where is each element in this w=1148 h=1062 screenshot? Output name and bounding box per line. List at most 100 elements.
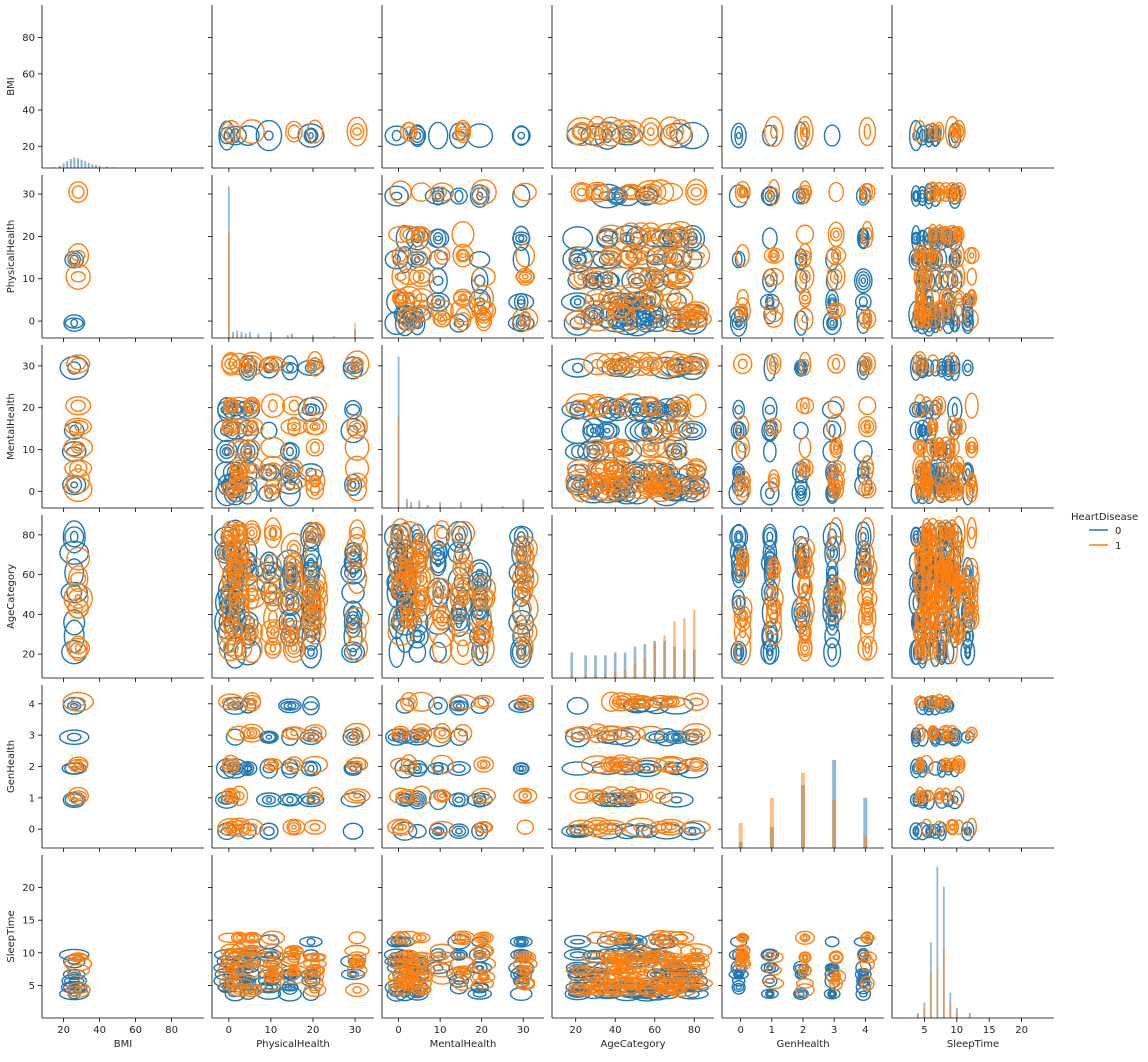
kde-contour-1 xyxy=(516,953,535,962)
kde-contour-1 xyxy=(267,359,278,369)
kde-contour-1 xyxy=(603,757,620,772)
kde-contour-1 xyxy=(798,249,812,262)
kde-contour-1 xyxy=(763,247,785,264)
kde-contour-1 xyxy=(264,462,282,475)
kde-contour-1 xyxy=(387,618,414,646)
legend-title: HeartDisease xyxy=(1071,512,1138,523)
kde-contour-1 xyxy=(940,787,952,805)
kde-contour-1 xyxy=(682,301,710,320)
kde-contour-0 xyxy=(277,793,303,807)
kde-contour-1 xyxy=(521,628,529,637)
kde-contour-0 xyxy=(730,122,747,149)
kde-contour-1 xyxy=(240,618,263,647)
kde-contour-1 xyxy=(418,574,425,583)
kde-contour-0 xyxy=(825,288,840,315)
kde-contour-1 xyxy=(263,517,282,549)
kde-contour-1 xyxy=(288,399,300,412)
kde-contour-1 xyxy=(930,730,936,736)
kde-contour-1 xyxy=(74,987,83,993)
kde-contour-1 xyxy=(410,245,433,267)
kde-contour-1 xyxy=(572,123,591,140)
kde-contour-0 xyxy=(683,826,702,836)
kde-contour-1 xyxy=(685,483,708,496)
x-tick-label: 4 xyxy=(862,1025,868,1036)
kde-contour-1 xyxy=(65,263,91,290)
hist-bar-1 xyxy=(769,797,774,848)
x-tick-label: 1 xyxy=(769,1025,775,1036)
kde-contour-0 xyxy=(735,532,742,542)
kde-contour-1 xyxy=(929,420,937,433)
kde-contour-1 xyxy=(571,399,593,412)
kde-contour-1 xyxy=(967,474,976,488)
kde-contour-0 xyxy=(961,359,974,377)
kde-contour-1 xyxy=(684,310,708,328)
kde-contour-1 xyxy=(939,519,953,547)
kde-contour-0 xyxy=(582,417,605,444)
kde-contour-0 xyxy=(303,127,319,144)
kde-contour-1 xyxy=(470,179,497,205)
kde-contour-1 xyxy=(413,727,430,740)
kde-contour-0 xyxy=(283,701,297,710)
panel-marks xyxy=(227,186,356,338)
kde-contour-0 xyxy=(384,185,409,207)
kde-contour-1 xyxy=(916,624,923,641)
kde-contour-1 xyxy=(346,635,369,661)
kde-contour-1 xyxy=(863,465,871,472)
kde-contour-1 xyxy=(691,465,701,472)
kde-contour-1 xyxy=(664,823,677,831)
kde-contour-1 xyxy=(590,312,605,326)
kde-contour-0 xyxy=(342,356,364,380)
kde-contour-1 xyxy=(400,754,418,775)
kde-contour-0 xyxy=(508,698,535,714)
y-tick-label: 60 xyxy=(22,570,35,581)
kde-contour-1 xyxy=(345,757,369,772)
panel-marks xyxy=(560,178,712,337)
kde-contour-1 xyxy=(737,303,749,318)
kde-contour-0 xyxy=(255,119,283,152)
kde-contour-1 xyxy=(626,267,656,287)
kde-contour-0 xyxy=(762,396,778,423)
kde-contour-0 xyxy=(277,986,303,1002)
kde-contour-1 xyxy=(347,951,367,964)
kde-contour-1 xyxy=(74,761,82,768)
kde-contour-1 xyxy=(665,976,696,990)
hist-bar-0 xyxy=(257,333,260,338)
kde-contour-1 xyxy=(953,184,964,200)
kde-contour-0 xyxy=(765,294,775,310)
kde-contour-1 xyxy=(685,459,707,477)
kde-contour-1 xyxy=(221,520,241,546)
kde-contour-1 xyxy=(581,267,614,286)
kde-contour-1 xyxy=(681,722,712,744)
kde-contour-1 xyxy=(235,824,243,830)
kde-contour-1 xyxy=(663,696,678,707)
kde-contour-1 xyxy=(936,402,943,409)
kde-contour-1 xyxy=(606,126,617,137)
kde-contour-1 xyxy=(832,954,841,961)
kde-contour-0 xyxy=(910,526,922,548)
kde-contour-1 xyxy=(414,728,428,738)
kde-contour-0 xyxy=(908,119,923,152)
kde-contour-1 xyxy=(475,621,492,644)
kde-contour-1 xyxy=(628,788,654,804)
kde-contour-1 xyxy=(450,520,476,546)
kde-contour-1 xyxy=(232,984,247,995)
kde-contour-0 xyxy=(307,405,315,414)
kde-contour-1 xyxy=(737,550,749,568)
kde-contour-1 xyxy=(916,697,924,707)
kde-contour-1 xyxy=(415,542,428,556)
kde-contour-1 xyxy=(684,963,708,977)
kde-contour-0 xyxy=(761,625,778,648)
kde-contour-1 xyxy=(458,979,468,988)
kde-contour-1 xyxy=(408,952,435,963)
kde-contour-1 xyxy=(518,271,533,282)
kde-contour-0 xyxy=(590,427,597,434)
kde-contour-1 xyxy=(308,791,322,801)
kde-contour-1 xyxy=(925,694,941,709)
kde-contour-1 xyxy=(656,247,686,264)
kde-contour-1 xyxy=(515,243,536,268)
kde-contour-1 xyxy=(286,539,302,558)
kde-contour-1 xyxy=(619,756,643,773)
kde-contour-1 xyxy=(600,691,622,713)
panel-marks xyxy=(383,518,539,669)
panel-marks xyxy=(58,691,94,809)
